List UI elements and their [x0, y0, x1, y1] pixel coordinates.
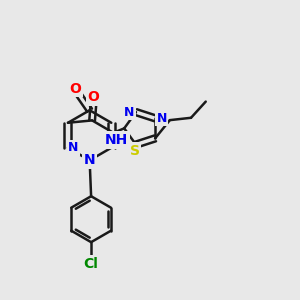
Text: Cl: Cl: [84, 257, 98, 271]
Text: O: O: [88, 90, 100, 104]
Text: N: N: [156, 112, 167, 125]
Text: S: S: [130, 144, 140, 158]
Text: N: N: [84, 153, 95, 167]
Text: N: N: [124, 106, 135, 118]
Text: N: N: [68, 141, 79, 154]
Text: NH: NH: [105, 133, 128, 147]
Text: O: O: [70, 82, 81, 96]
